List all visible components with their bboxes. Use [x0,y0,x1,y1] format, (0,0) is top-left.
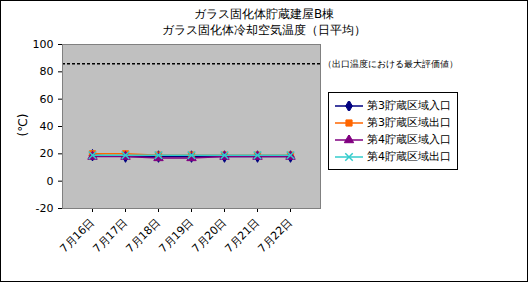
html-text:ガラス固化体冷却空気温度（日平均）: ガラス固化体冷却空気温度（日平均） [162,23,366,37]
svg-text:（出口温度における最大評価値）: （出口温度における最大評価値） [323,59,458,69]
html-text:第3貯蔵区域出口: 第3貯蔵区域出口 [367,116,451,129]
html-text:第4貯蔵区域入口: 第4貯蔵区域入口 [367,133,451,146]
svg-text:7月21日: 7月21日 [223,216,263,256]
svg-text:7月17日: 7月17日 [91,216,131,256]
svg-text:7月16日: 7月16日 [58,216,98,256]
html-text:第4貯蔵区域出口: 第4貯蔵区域出口 [367,150,451,163]
svg-text:80: 80 [40,65,54,78]
svg-text:20: 20 [40,147,54,160]
svg-text:7月20日: 7月20日 [190,216,230,256]
svg-text:7月19日: 7月19日 [157,216,197,256]
svg-text:-20: -20 [36,202,54,215]
svg-text:60: 60 [40,93,54,106]
svg-text:40: 40 [40,120,54,133]
svg-text:100: 100 [33,40,54,51]
svg-text:7月18日: 7月18日 [124,216,164,256]
html-text:ガラス固化体貯蔵建屋B棟: ガラス固化体貯蔵建屋B棟 [193,7,335,21]
svg-text:7月22日: 7月22日 [256,216,296,256]
html-text:第3貯蔵区域入口: 第3貯蔵区域入口 [367,99,451,112]
svg-text:0: 0 [47,175,54,188]
